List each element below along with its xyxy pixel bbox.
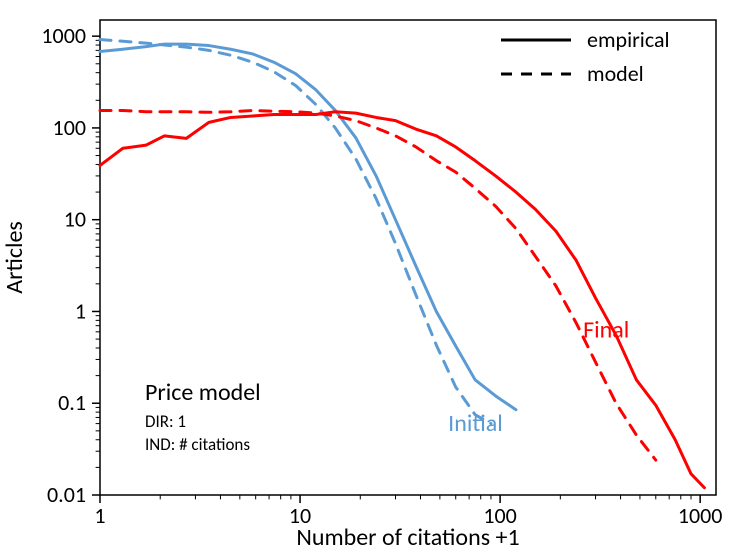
series-label-final: Final — [583, 316, 629, 345]
annotation-dir: DIR: 1 — [145, 411, 186, 432]
line-final-empirical — [100, 112, 704, 488]
line-final-model — [100, 110, 656, 460]
legend-label-model: model — [587, 60, 644, 87]
y-tick-label: 10 — [64, 206, 86, 233]
x-tick-label: 1000 — [678, 502, 723, 529]
y-tick-label: 1 — [75, 297, 86, 324]
legend-label-empirical: empirical — [587, 26, 670, 53]
annotation-ind: IND: # citations — [145, 434, 250, 455]
y-tick-label: 100 — [53, 114, 86, 141]
chart-container: 1 10 100 1000 0.01 0.1 1 10 100 1000 Number of c… — [0, 0, 746, 555]
legend: empirical model — [501, 26, 670, 87]
y-axis-label: Articles — [0, 221, 29, 294]
y-axis-ticks: 0.01 0.1 1 10 100 1000 — [41, 22, 100, 508]
line-initial-model — [100, 39, 491, 423]
plot-area — [100, 20, 716, 495]
series-label-initial: Initial — [448, 409, 503, 438]
annotations: Price model DIR: 1 IND: # citations Init… — [145, 316, 629, 455]
x-tick-label: 1 — [94, 502, 105, 529]
y-tick-label: 1000 — [41, 22, 86, 49]
chart-svg: 1 10 100 1000 0.01 0.1 1 10 100 1000 Number of c… — [0, 0, 746, 555]
y-tick-label: 0.1 — [58, 389, 86, 416]
annotation-model-title: Price model — [145, 378, 261, 407]
y-tick-label: 0.01 — [47, 481, 86, 508]
x-axis-label: Number of citations +1 — [296, 523, 519, 552]
data-series — [100, 39, 704, 487]
